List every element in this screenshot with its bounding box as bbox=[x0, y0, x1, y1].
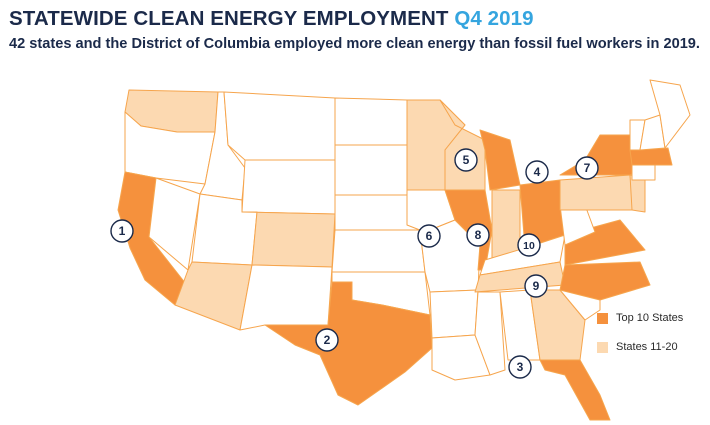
state-new-jersey bbox=[629, 174, 646, 213]
title-accent: Q4 2019 bbox=[454, 7, 534, 30]
rank-marker-8: 8 bbox=[466, 223, 490, 247]
rank-marker-label: 2 bbox=[324, 333, 331, 347]
rank-marker-label: 7 bbox=[584, 161, 591, 175]
rank-marker-circle bbox=[466, 223, 490, 247]
state-kansas bbox=[331, 229, 426, 273]
state-south-dakota bbox=[334, 144, 408, 196]
rank-marker-circle bbox=[417, 224, 441, 248]
state-mississippi bbox=[474, 291, 506, 376]
rank-marker-label: 1 bbox=[119, 224, 126, 238]
page-title: STATEWIDE CLEAN ENERGY EMPLOYMENT Q4 201… bbox=[9, 7, 534, 31]
state-pennsylvania bbox=[559, 174, 636, 211]
rank-marker-label: 3 bbox=[517, 360, 524, 374]
state-arkansas bbox=[429, 289, 479, 339]
rank-marker-4: 4 bbox=[525, 160, 549, 184]
rank-marker-5: 5 bbox=[454, 148, 478, 172]
rank-marker-7: 7 bbox=[575, 156, 599, 180]
rank-marker-circle bbox=[315, 328, 339, 352]
state-michigan bbox=[479, 129, 521, 191]
legend-top10-label: Top 10 States bbox=[616, 312, 684, 324]
state-arizona bbox=[174, 261, 253, 331]
state-connecticut bbox=[631, 164, 656, 181]
rank-marker-label: 9 bbox=[533, 279, 540, 293]
rank-marker-circle bbox=[524, 274, 548, 298]
state-louisiana bbox=[431, 334, 491, 381]
rank-marker-label: 10 bbox=[523, 240, 535, 252]
rank-marker-label: 5 bbox=[463, 153, 470, 167]
state-indiana bbox=[491, 189, 521, 259]
rank-marker-label: 8 bbox=[475, 228, 482, 242]
page-subtitle: 42 states and the District of Columbia e… bbox=[9, 36, 700, 52]
rank-marker-6: 6 bbox=[417, 224, 441, 248]
state-montana bbox=[223, 91, 336, 161]
legend-states11-20: States 11-20 bbox=[597, 340, 678, 354]
rank-marker-1: 1 bbox=[110, 219, 134, 243]
legend-states11-20-swatch bbox=[597, 341, 608, 353]
rank-marker-9: 9 bbox=[524, 274, 548, 298]
rank-marker-2: 2 bbox=[315, 328, 339, 352]
state-wyoming bbox=[241, 159, 336, 215]
rank-marker-circle bbox=[517, 233, 541, 257]
legend-states11-20-label: States 11-20 bbox=[616, 341, 678, 353]
rank-marker-label: 6 bbox=[426, 229, 433, 243]
state-new-mexico bbox=[239, 264, 333, 331]
rank-marker-label: 4 bbox=[534, 165, 541, 179]
state-kentucky bbox=[479, 234, 566, 276]
state-texas bbox=[264, 281, 433, 406]
rank-marker-circle bbox=[508, 355, 532, 379]
state-maine bbox=[649, 79, 691, 149]
rank-marker-circle bbox=[454, 148, 478, 172]
rank-marker-circle bbox=[525, 160, 549, 184]
legend-top10: Top 10 States bbox=[597, 311, 683, 325]
state-new-york bbox=[559, 134, 641, 176]
state-north-dakota bbox=[334, 97, 408, 146]
state-florida bbox=[539, 359, 611, 421]
rank-marker-circle bbox=[110, 219, 134, 243]
rank-marker-circle bbox=[575, 156, 599, 180]
state-georgia bbox=[529, 289, 586, 361]
rank-marker-10: 10 bbox=[517, 233, 541, 257]
rank-marker-3: 3 bbox=[508, 355, 532, 379]
state-colorado bbox=[241, 211, 336, 268]
state-massachusetts bbox=[629, 147, 673, 166]
title-main: STATEWIDE CLEAN ENERGY EMPLOYMENT bbox=[9, 7, 449, 30]
state-north-carolina bbox=[559, 261, 651, 301]
legend-top10-swatch bbox=[597, 312, 608, 324]
